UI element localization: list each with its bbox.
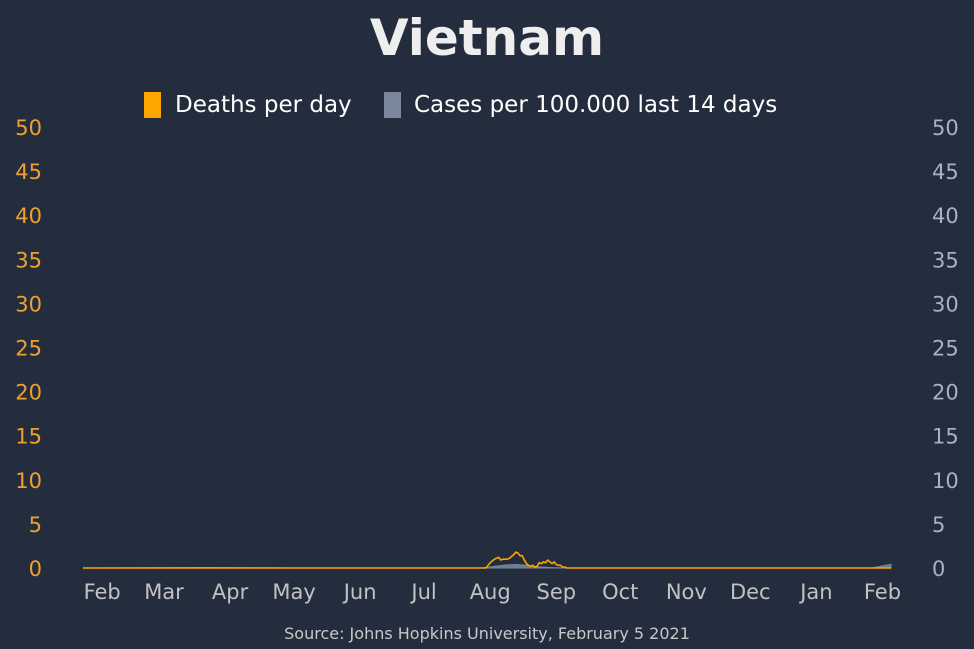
y-right-tick-label: 30 bbox=[932, 292, 959, 316]
y-left-tick-label: 0 bbox=[29, 557, 42, 581]
x-tick-label: Nov bbox=[666, 580, 707, 604]
legend: Deaths per day Cases per 100.000 last 14… bbox=[144, 92, 777, 118]
y-left-tick-label: 15 bbox=[15, 425, 42, 449]
x-tick-label: Jul bbox=[409, 580, 436, 604]
y-right-tick-label: 35 bbox=[932, 248, 959, 272]
y-left-tick-label: 50 bbox=[15, 116, 42, 140]
y-left-tick-label: 45 bbox=[15, 160, 42, 184]
series-deaths-line bbox=[83, 551, 891, 569]
x-tick-label: Sep bbox=[536, 580, 576, 604]
legend-swatch-cases bbox=[384, 92, 401, 118]
y-right-tick-label: 45 bbox=[932, 160, 959, 184]
x-tick-label: Apr bbox=[212, 580, 249, 604]
x-axis: Feb Mar Apr May Jun Jul Aug Sep Oct Nov Dec Jan Feb bbox=[84, 580, 901, 604]
legend-label-cases: Cases per 100.000 last 14 days bbox=[414, 92, 777, 118]
legend-swatch-deaths bbox=[144, 92, 161, 118]
source-note: Source: Johns Hopkins University, Februa… bbox=[284, 624, 690, 643]
plot-area bbox=[82, 551, 892, 569]
y-right-tick-label: 5 bbox=[932, 513, 945, 537]
x-tick-label: Oct bbox=[602, 580, 638, 604]
y-left-tick-label: 40 bbox=[15, 204, 42, 228]
x-tick-label: Jan bbox=[798, 580, 832, 604]
x-tick-label: Feb bbox=[864, 580, 901, 604]
y-axis-right: 0 5 10 15 20 25 30 35 40 45 50 bbox=[932, 116, 959, 581]
y-left-tick-label: 35 bbox=[15, 248, 42, 272]
x-tick-label: Mar bbox=[144, 580, 184, 604]
x-tick-label: May bbox=[272, 580, 315, 604]
y-right-tick-label: 0 bbox=[932, 557, 945, 581]
y-left-tick-label: 30 bbox=[15, 292, 42, 316]
y-left-tick-label: 10 bbox=[15, 469, 42, 493]
y-right-tick-label: 50 bbox=[932, 116, 959, 140]
chart-title: Vietnam bbox=[370, 9, 604, 67]
x-tick-label: Jun bbox=[342, 580, 377, 604]
y-left-tick-label: 20 bbox=[15, 381, 42, 405]
y-right-tick-label: 15 bbox=[932, 425, 959, 449]
x-tick-label: Feb bbox=[84, 580, 121, 604]
y-right-tick-label: 20 bbox=[932, 381, 959, 405]
legend-label-deaths: Deaths per day bbox=[175, 92, 352, 118]
y-axis-left: 0 5 10 15 20 25 30 35 40 45 50 bbox=[15, 116, 42, 581]
y-right-tick-label: 25 bbox=[932, 337, 959, 361]
x-tick-label: Dec bbox=[730, 580, 771, 604]
y-left-tick-label: 5 bbox=[29, 513, 42, 537]
y-right-tick-label: 10 bbox=[932, 469, 959, 493]
y-right-tick-label: 40 bbox=[932, 204, 959, 228]
x-tick-label: Aug bbox=[470, 580, 511, 604]
y-left-tick-label: 25 bbox=[15, 337, 42, 361]
